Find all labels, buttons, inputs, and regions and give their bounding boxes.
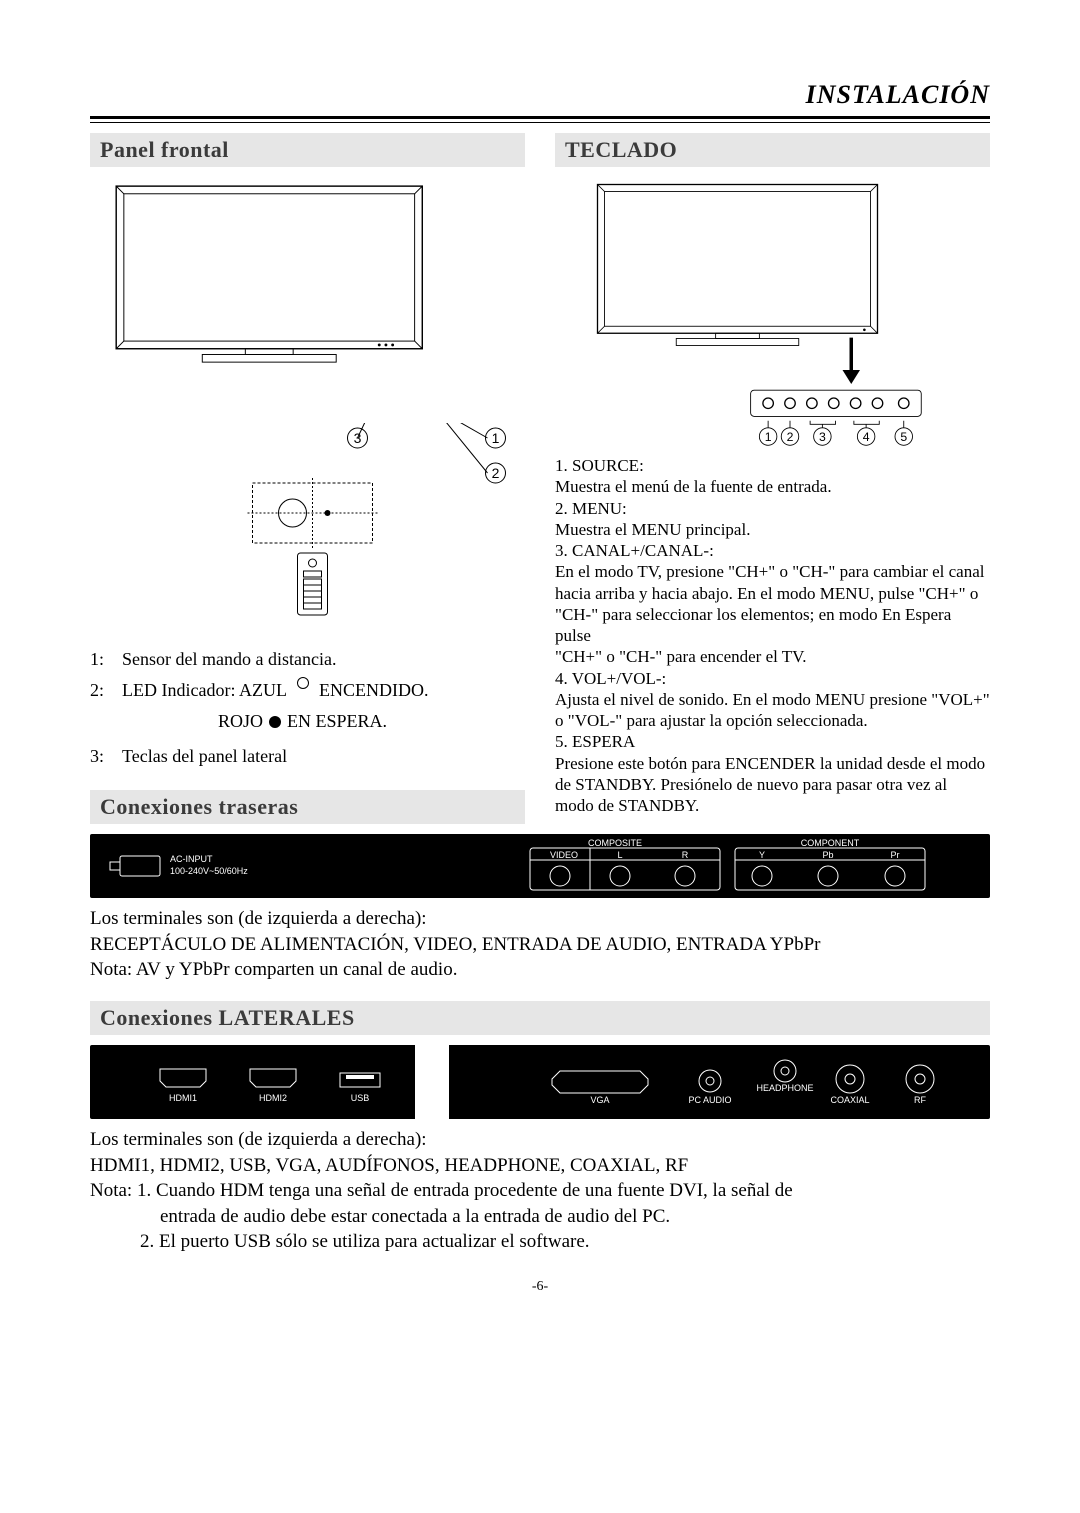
led-red-icon [269, 716, 281, 728]
svg-text:L: L [617, 850, 622, 860]
fp-t3: Teclas del panel lateral [122, 743, 287, 770]
section-front-panel: Panel frontal [90, 133, 525, 167]
keypad-description: 1. SOURCE: Muestra el menú de la fuente … [555, 455, 990, 816]
kd-l10: 5. ESPERA [555, 731, 990, 752]
svg-text:2: 2 [787, 430, 794, 444]
fp-t2d: EN ESPERA. [287, 708, 387, 735]
rear-panel-diagram: AC-INPUT 100-240V~50/60Hz COMPOSITE VIDE… [90, 834, 990, 898]
svg-text:RF: RF [914, 1095, 926, 1105]
divider-thin [90, 122, 990, 123]
side-panel-diagram: HDMI1 HDMI2 USB VGA PC AUDIO HEADPHONE C… [90, 1045, 990, 1119]
rear-body2: RECEPTÁCULO DE ALIMENTACIÓN, VIDEO, ENTR… [90, 932, 990, 958]
svg-text:HEADPHONE: HEADPHONE [756, 1083, 813, 1093]
svg-text:Y: Y [759, 850, 765, 860]
kd-l1: 1. SOURCE: [555, 455, 990, 476]
svg-text:Pr: Pr [891, 850, 900, 860]
svg-text:COMPOSITE: COMPOSITE [588, 838, 642, 848]
svg-text:HDMI1: HDMI1 [169, 1093, 197, 1103]
svg-text:COAXIAL: COAXIAL [830, 1095, 869, 1105]
kd-l2: Muestra el menú de la fuente de entrada. [555, 476, 990, 497]
callout-3: 3 [354, 430, 362, 446]
rear-body1: Los terminales son (de izquierda a derec… [90, 906, 990, 932]
kd-l6: En el modo TV, presione "CH+" o "CH-" pa… [555, 561, 990, 646]
side-body3: Nota: 1. Cuando HDM tenga una señal de e… [90, 1178, 990, 1204]
divider-thick [90, 116, 990, 119]
led-blue-icon [297, 677, 309, 689]
side-body5: 2. El puerto USB sólo se utiliza para ac… [140, 1229, 990, 1255]
front-callouts: 1 2 3 [90, 423, 525, 628]
fp-n3: 3: [90, 743, 112, 770]
section-side: Conexiones LATERALES [90, 1001, 990, 1035]
fp-t2b: ENCENDIDO. [319, 677, 429, 704]
fp-t2c: ROJO [218, 708, 263, 735]
side-body4: entrada de audio debe estar conectada a … [160, 1204, 990, 1230]
callout-2: 2 [492, 465, 500, 481]
callout-1: 1 [492, 430, 500, 446]
fp-t1: Sensor del mando a distancia. [122, 646, 336, 673]
keypad-diagram: 1 2 3 4 5 [555, 167, 990, 447]
left-column: Panel frontal [90, 133, 525, 824]
svg-text:100-240V~50/60Hz: 100-240V~50/60Hz [170, 866, 248, 876]
kd-l8: 4. VOL+/VOL-: [555, 668, 990, 689]
svg-text:5: 5 [900, 430, 907, 444]
kd-l7: "CH+" o "CH-" para encender el TV. [555, 646, 990, 667]
kd-l9: Ajusta el nivel de sonido. En el modo ME… [555, 689, 990, 732]
section-rear: Conexiones traseras [90, 790, 525, 824]
svg-text:PC AUDIO: PC AUDIO [688, 1095, 731, 1105]
svg-text:1: 1 [765, 430, 772, 444]
page-number: -6- [90, 1279, 990, 1295]
page-title: INSTALACIÓN [90, 80, 990, 110]
section-keypad: TECLADO [555, 133, 990, 167]
side-body1: Los terminales son (de izquierda a derec… [90, 1127, 990, 1153]
svg-text:Pb: Pb [822, 850, 833, 860]
kd-l5: 3. CANAL+/CANAL-: [555, 540, 990, 561]
side-body2: HDMI1, HDMI2, USB, VGA, AUDÍFONOS, HEADP… [90, 1153, 990, 1179]
right-column: TECLADO [555, 133, 990, 824]
side-body: Los terminales son (de izquierda a derec… [90, 1127, 990, 1255]
svg-text:AC-INPUT: AC-INPUT [170, 854, 213, 864]
svg-text:VGA: VGA [590, 1095, 609, 1105]
svg-text:4: 4 [863, 430, 870, 444]
fp-t2: LED Indicador: AZUL [122, 677, 287, 704]
front-panel-list: 1: Sensor del mando a distancia. 2: LED … [90, 646, 525, 770]
svg-text:COMPONENT: COMPONENT [801, 838, 860, 848]
fp-n2: 2: [90, 677, 112, 704]
svg-text:USB: USB [351, 1093, 370, 1103]
kd-l4: Muestra el MENU principal. [555, 519, 990, 540]
rear-body: Los terminales son (de izquierda a derec… [90, 906, 990, 983]
kd-l3: 2. MENU: [555, 498, 990, 519]
kd-l11: Presione este botón para ENCENDER la uni… [555, 753, 990, 817]
svg-text:3: 3 [819, 430, 826, 444]
svg-text:HDMI2: HDMI2 [259, 1093, 287, 1103]
rear-body3: Nota: AV y YPbPr comparten un canal de a… [90, 957, 990, 983]
svg-text:R: R [682, 850, 689, 860]
fp-n1: 1: [90, 646, 112, 673]
svg-text:VIDEO: VIDEO [550, 850, 578, 860]
tv-front-diagram [90, 167, 525, 387]
